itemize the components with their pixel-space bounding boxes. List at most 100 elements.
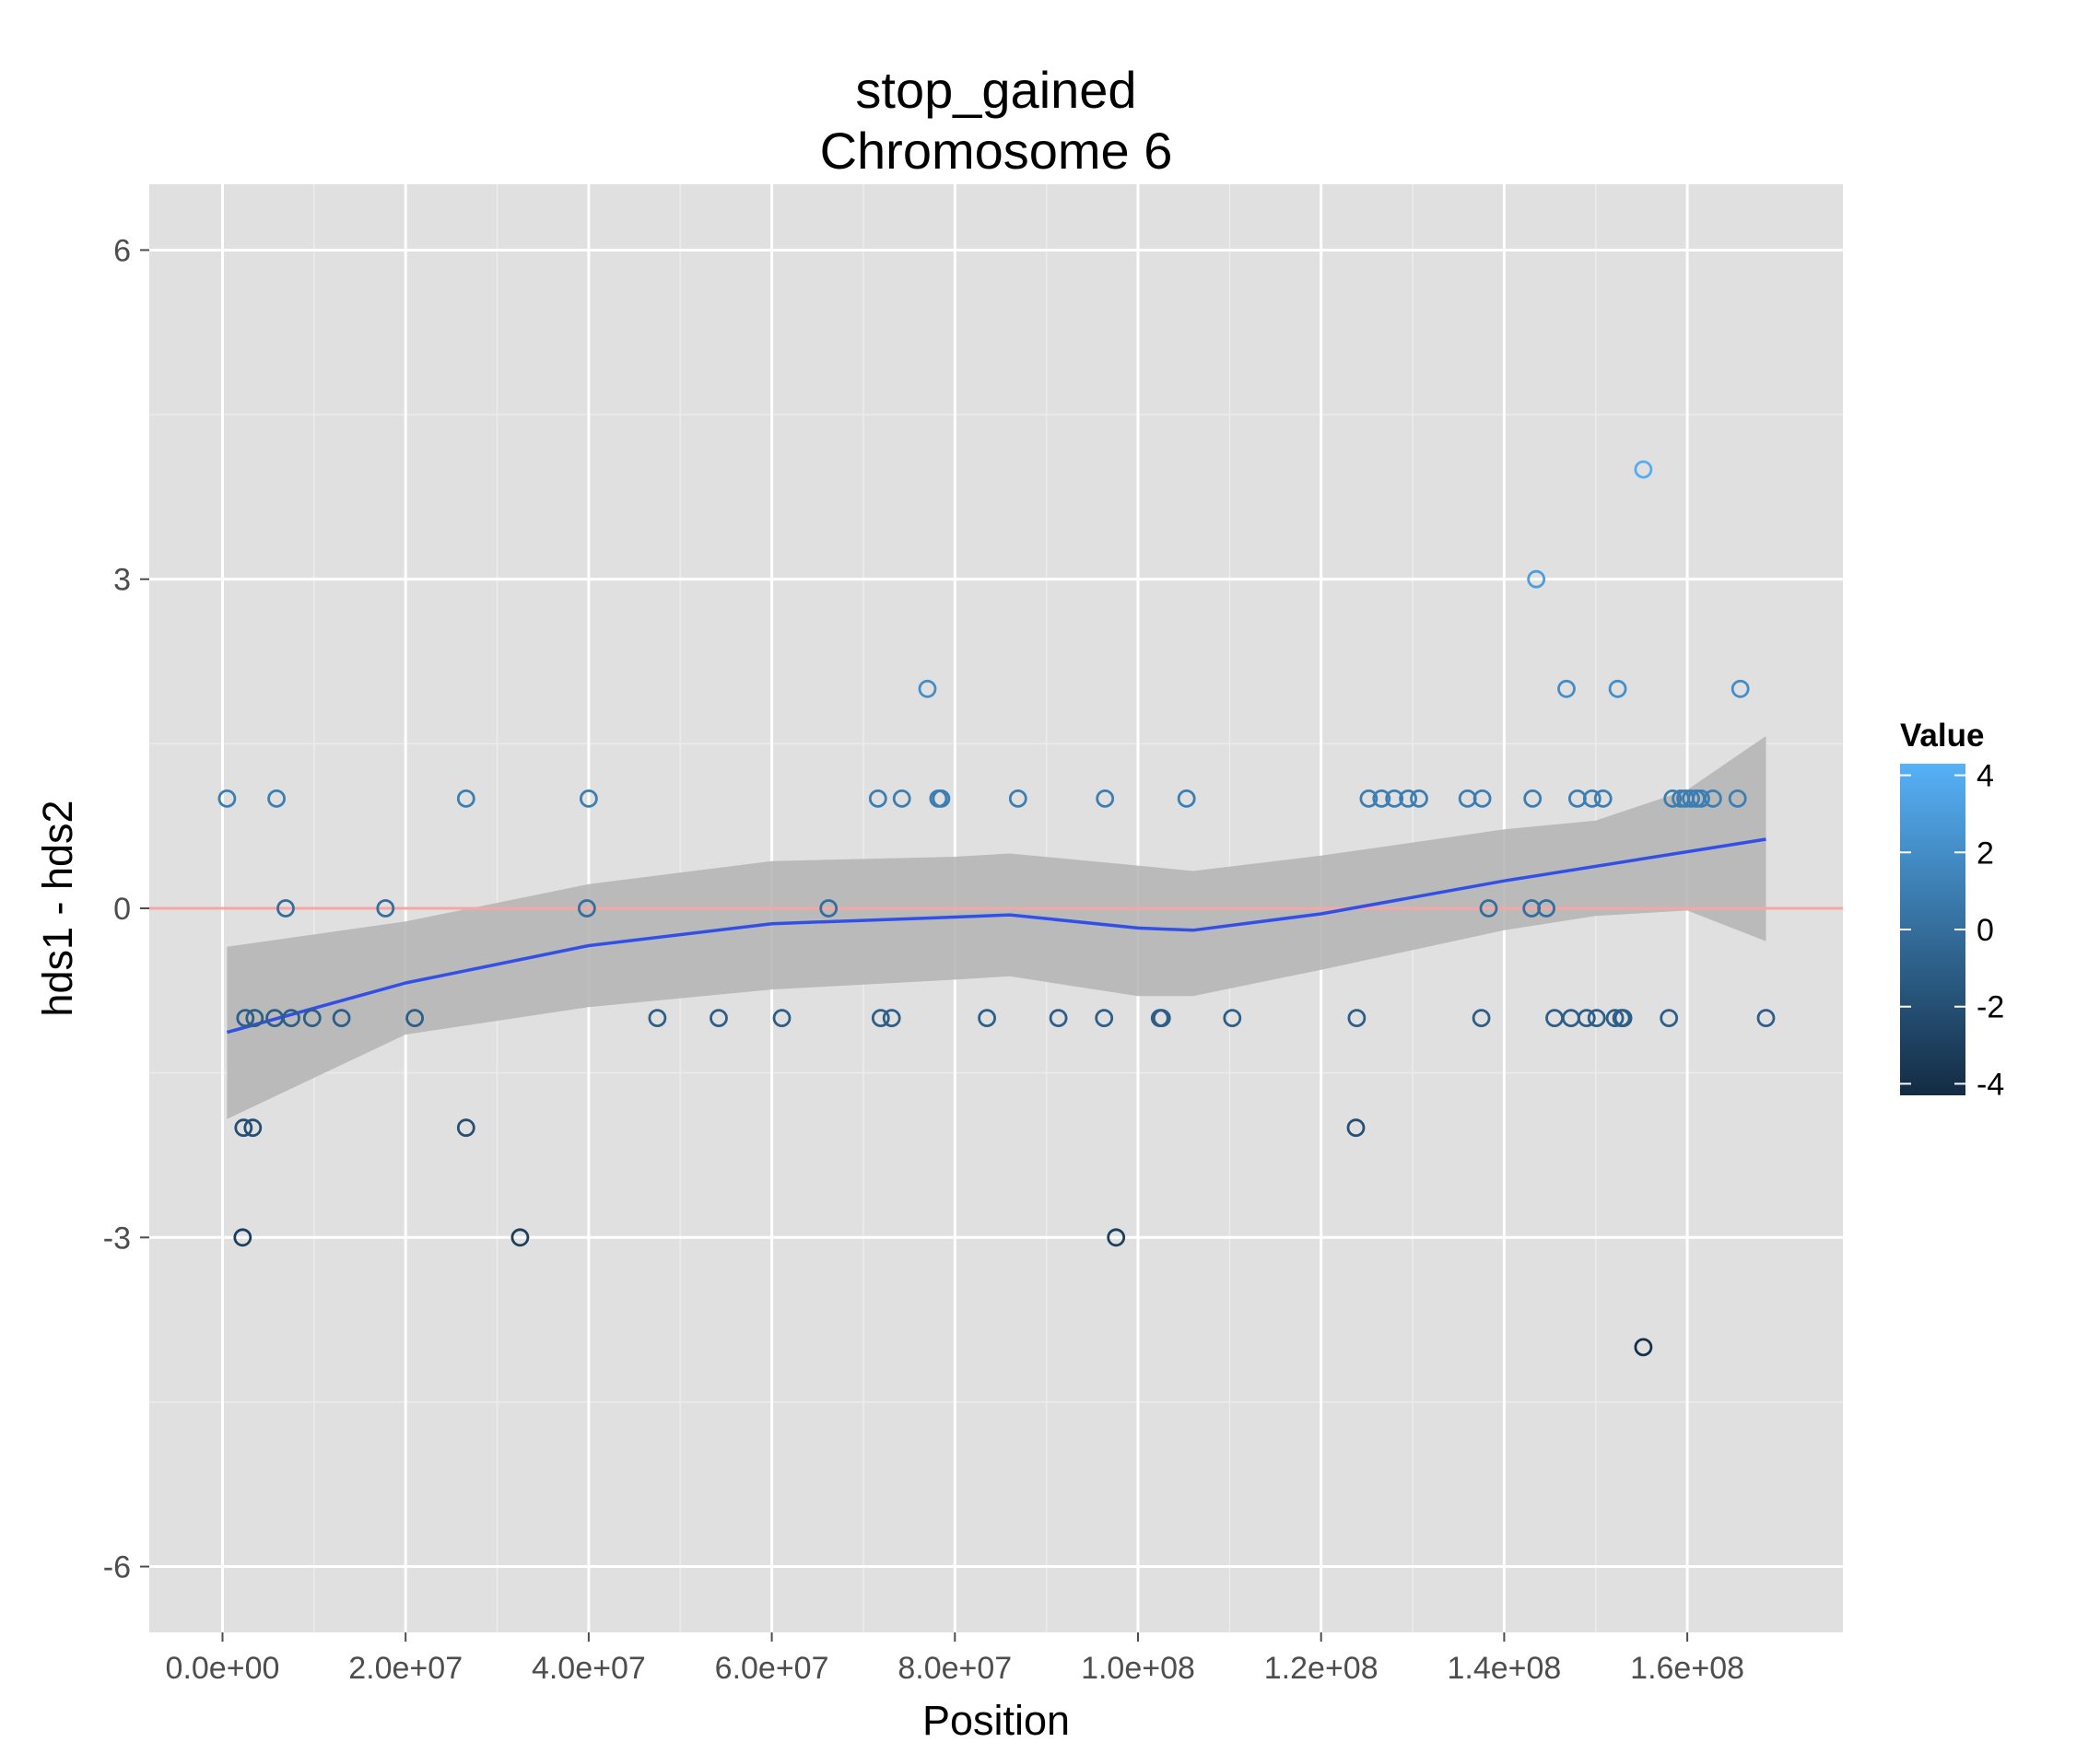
data-point (1634, 460, 1653, 479)
data-point (245, 1009, 264, 1027)
data-point (1346, 1118, 1366, 1138)
data-point (1223, 1009, 1242, 1027)
data-point (405, 1009, 425, 1027)
y-tick-label: -6 (103, 1550, 131, 1585)
data-point (1177, 789, 1196, 808)
data-point (1049, 1009, 1068, 1027)
data-point (578, 899, 596, 918)
data-point (302, 1009, 322, 1027)
data-point (882, 1009, 901, 1027)
data-point (376, 899, 395, 918)
data-point (1523, 789, 1543, 808)
data-point (1692, 789, 1710, 808)
x-axis: 0.0e+00 2.0e+07 4.0e+07 6.0e+07 8.0e+07 1.0e+… (166, 1632, 1744, 1686)
data-point (332, 1009, 351, 1027)
x-tick-label: 4.0e+07 (532, 1651, 646, 1686)
data-point (1385, 789, 1404, 808)
legend-ticks: 4 2 0 -2 -4 (1900, 759, 2004, 1102)
data-point (267, 789, 287, 808)
data-point (276, 899, 295, 918)
data-point (243, 1118, 263, 1138)
legend-tick-label: 0 (1977, 913, 1994, 948)
x-tick-label: 1.4e+08 (1447, 1651, 1561, 1686)
confidence-band (227, 736, 1766, 1119)
data-point (1008, 789, 1027, 808)
color-legend: Value 4 2 0 -2 -4 (1900, 718, 2004, 1102)
data-point (868, 789, 887, 808)
data-point (1472, 1009, 1491, 1027)
data-point (1577, 1009, 1596, 1027)
data-point (1728, 789, 1747, 808)
x-tick-label: 2.0e+07 (348, 1651, 463, 1686)
data-point (1587, 1009, 1606, 1027)
smooth-curve (226, 837, 1766, 1035)
data-point (648, 1009, 667, 1027)
loess-smooth-line (226, 837, 1766, 1035)
chart-title-line-1: stop_gained (855, 61, 1136, 119)
data-point (1682, 789, 1700, 808)
data-point (1557, 679, 1576, 698)
data-point (871, 1009, 890, 1027)
x-tick-label: 6.0e+07 (715, 1651, 829, 1686)
legend-tick-label: 4 (1977, 759, 1994, 794)
data-point (1472, 789, 1492, 808)
data-points (217, 460, 1776, 1357)
data-point (1372, 789, 1391, 808)
x-tick-label: 1.6e+08 (1630, 1651, 1744, 1686)
data-point (1359, 789, 1378, 808)
data-point (1730, 679, 1750, 698)
legend-tick-label: -2 (1977, 990, 2004, 1025)
data-point (1593, 789, 1613, 808)
data-point (918, 679, 937, 698)
data-point (1605, 1009, 1625, 1027)
x-tick-label: 8.0e+07 (897, 1651, 1012, 1686)
y-axis: -6 -3 0 3 6 (103, 233, 149, 1585)
y-axis-title: hds1 - hds2 (34, 800, 81, 1016)
x-tick-label: 1.2e+08 (1264, 1651, 1378, 1686)
data-point (1095, 1009, 1114, 1027)
data-point (233, 1228, 252, 1247)
x-tick-label: 0.0e+00 (166, 1651, 280, 1686)
data-point (510, 1228, 530, 1247)
data-point (1410, 789, 1428, 808)
data-point (1582, 789, 1601, 808)
data-point (819, 899, 839, 918)
data-point (1756, 1009, 1776, 1027)
y-tick-label: -3 (103, 1221, 131, 1256)
data-point (1634, 1338, 1653, 1357)
data-point (772, 1009, 792, 1027)
data-point (1704, 789, 1722, 808)
data-point (1527, 569, 1546, 589)
y-tick-label: 6 (113, 233, 131, 268)
x-tick-label: 1.0e+08 (1081, 1651, 1195, 1686)
data-point (710, 1009, 728, 1027)
x-axis-title: Position (922, 1697, 1070, 1744)
data-point (282, 1009, 300, 1027)
data-point (234, 1118, 253, 1138)
data-point (1660, 1009, 1679, 1027)
data-point (1663, 789, 1683, 808)
data-point (1537, 899, 1555, 918)
legend-tick-label: -4 (1977, 1067, 2004, 1102)
data-point (1479, 899, 1498, 918)
data-point (1608, 679, 1627, 698)
y-tick-label: 3 (113, 563, 131, 598)
data-point (456, 1118, 475, 1138)
data-point (456, 789, 475, 808)
chart-title-line-2: Chromosome 6 (820, 122, 1173, 180)
data-point (217, 789, 237, 808)
data-point (1152, 1009, 1171, 1027)
y-tick-label: 0 (113, 892, 131, 927)
data-point (580, 789, 598, 808)
confidence-ribbon (227, 736, 1766, 1119)
data-point (892, 789, 911, 808)
data-point (978, 1009, 996, 1027)
data-point (236, 1009, 255, 1027)
data-point (1399, 789, 1417, 808)
data-point (932, 789, 951, 808)
data-point (1347, 1009, 1367, 1027)
data-point (1613, 1009, 1633, 1027)
legend-tick-label: 2 (1977, 836, 1994, 871)
data-point (1107, 1228, 1126, 1247)
